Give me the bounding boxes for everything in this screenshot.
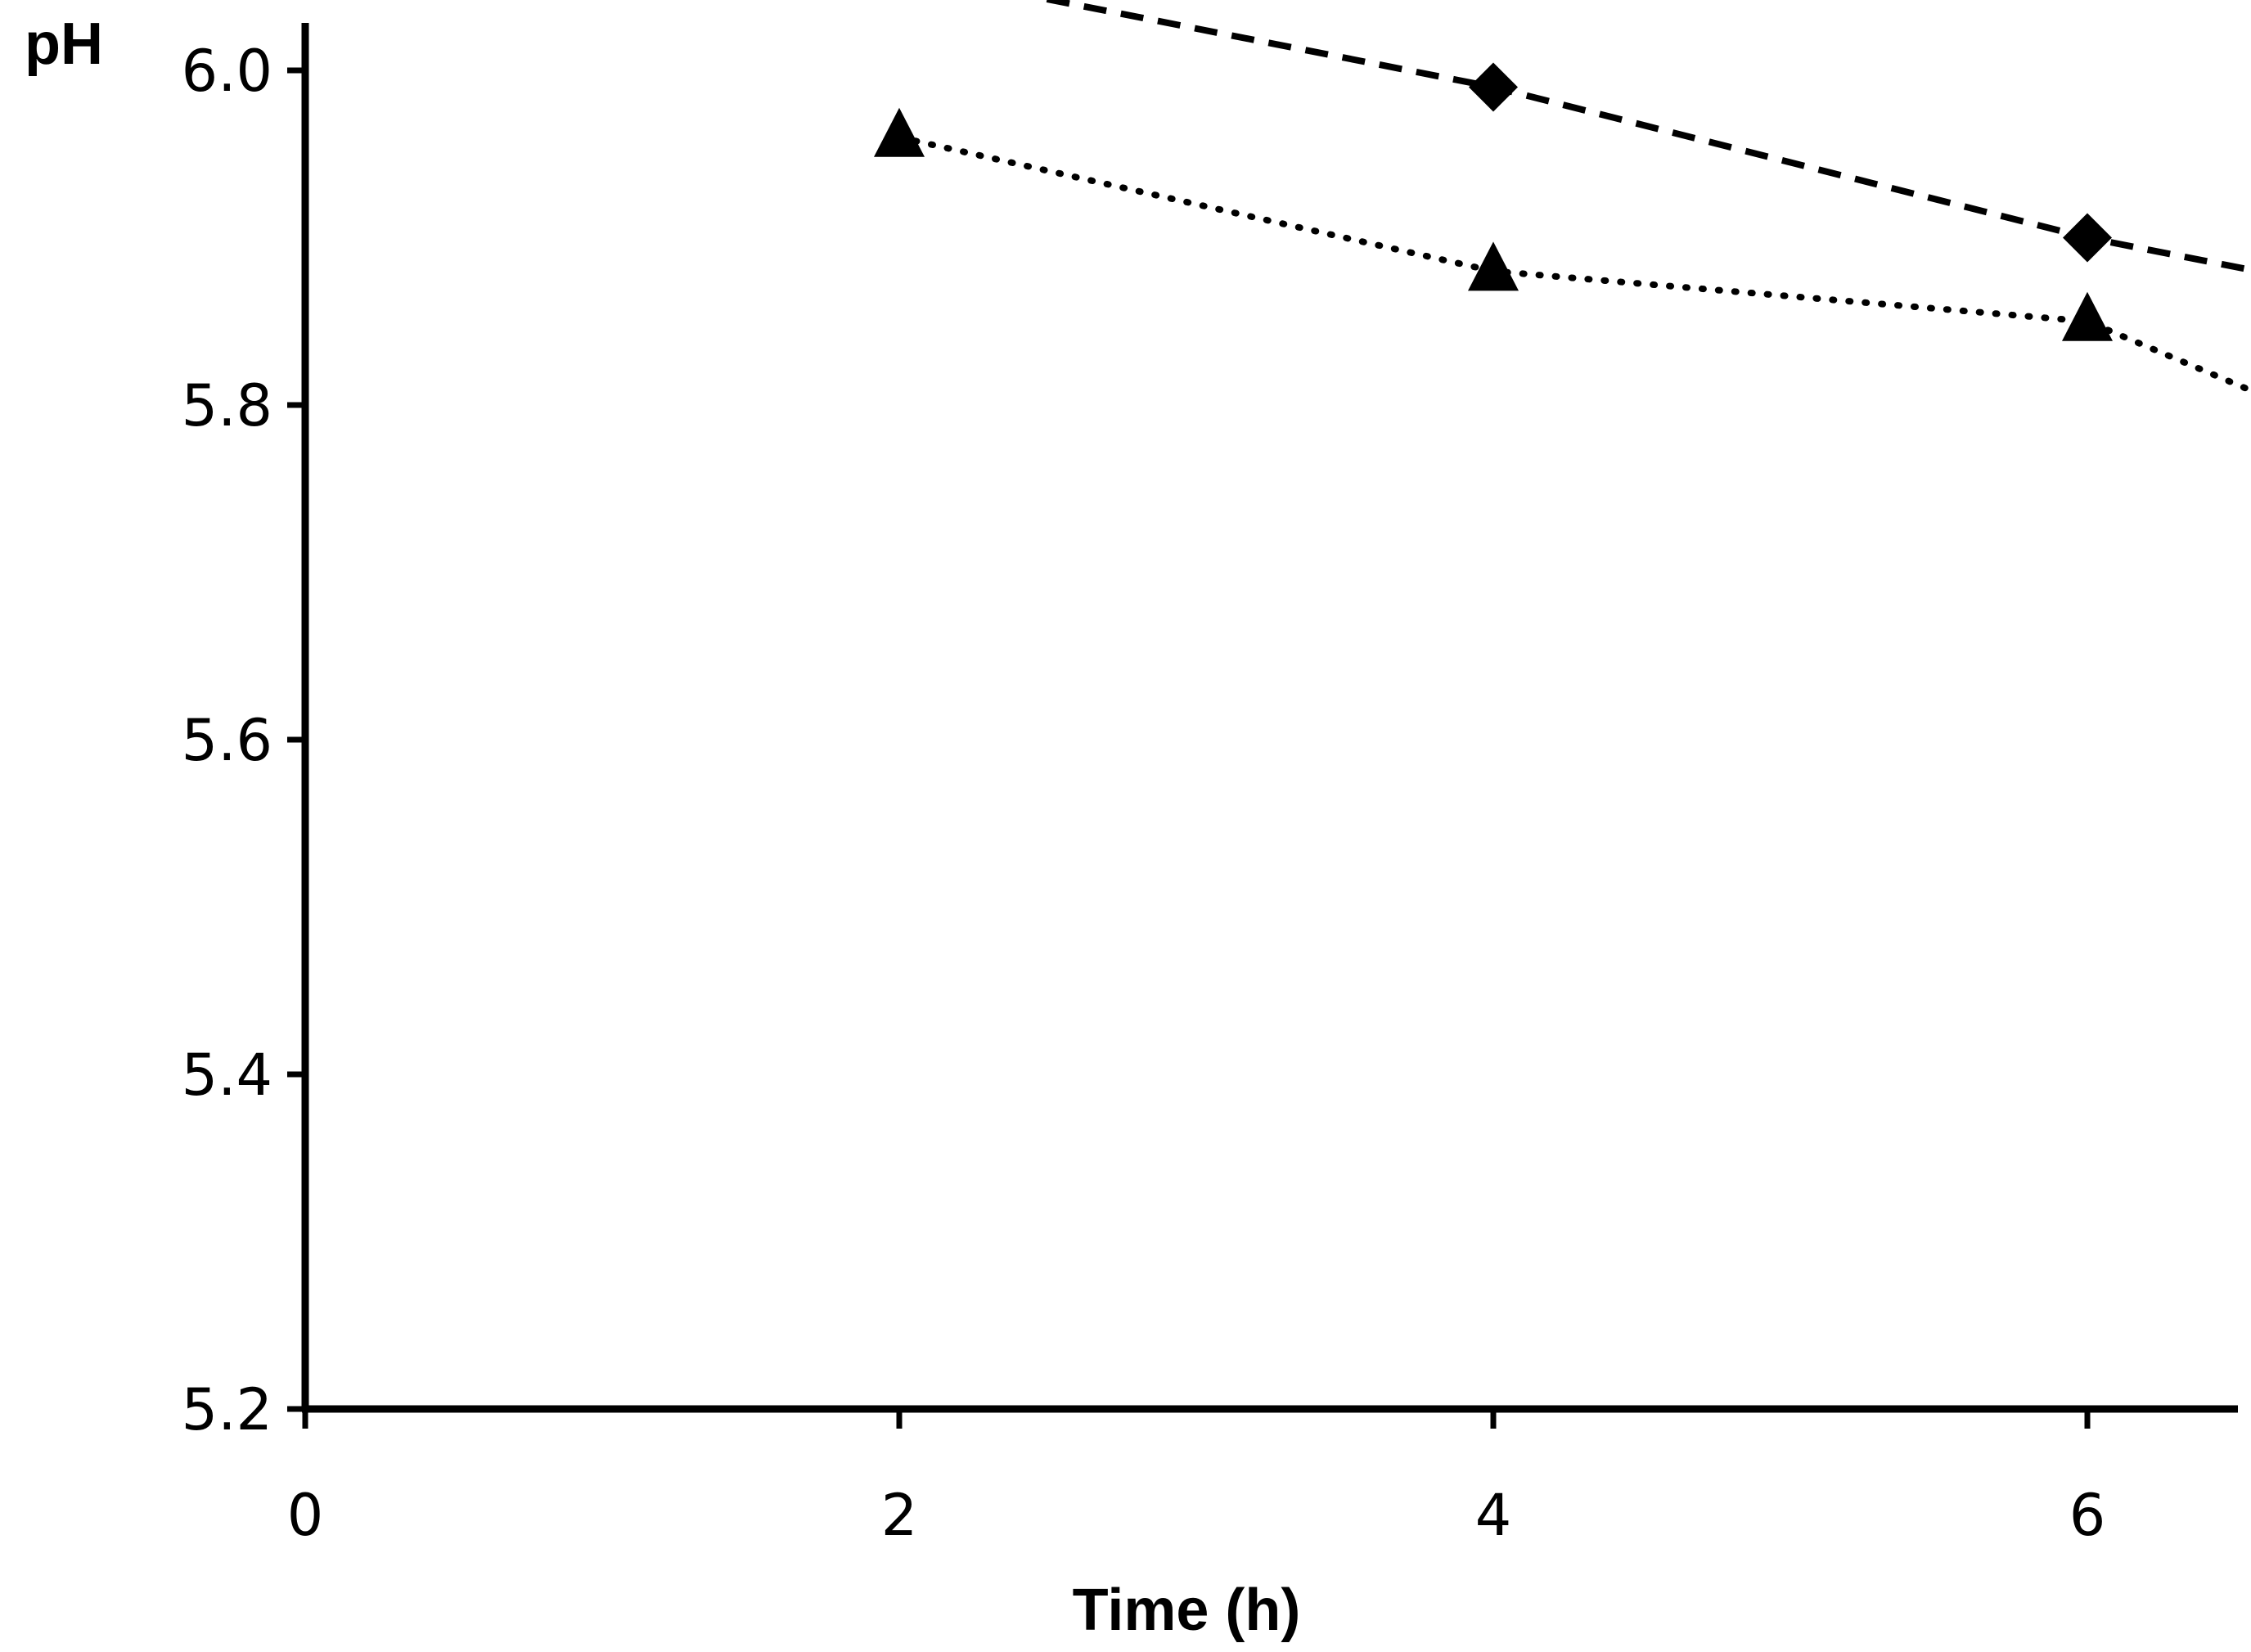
marker-filled-triangle xyxy=(1468,241,1519,291)
y-tick-label: 5.6 xyxy=(182,707,272,774)
x-axis-title: Time (h) xyxy=(1073,1578,1301,1643)
x-tick-label: 2 xyxy=(881,1482,918,1549)
marker-filled-diamond xyxy=(2063,213,2112,263)
y-axis-title: pH xyxy=(25,11,103,77)
y-tick-label: 5.8 xyxy=(182,372,272,439)
series-line-filled-diamond xyxy=(1034,0,2251,274)
x-tick-label: 6 xyxy=(2069,1482,2106,1549)
marker-filled-triangle xyxy=(2062,291,2113,341)
y-tick-label: 5.2 xyxy=(182,1376,272,1443)
marker-filled-diamond xyxy=(1469,62,1518,112)
x-tick-label: 4 xyxy=(1475,1482,1512,1549)
plot-area: 5.25.45.65.86.06.26.46.66.8024681012 xyxy=(182,0,2251,1549)
y-tick-label: 5.4 xyxy=(182,1042,272,1109)
series-line-filled-triangle xyxy=(896,133,2251,394)
y-tick-label: 6.0 xyxy=(182,38,272,105)
series-line-filled-square xyxy=(899,0,2251,120)
x-tick-label: 0 xyxy=(287,1482,324,1549)
marker-filled-triangle xyxy=(874,107,925,157)
